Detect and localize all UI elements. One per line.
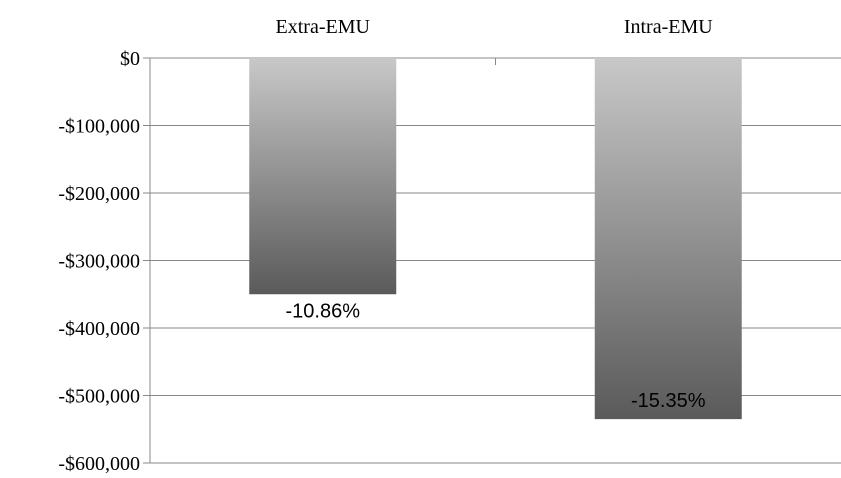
category-labels: Extra-EMU Intra-EMU <box>276 16 714 38</box>
y-tick-label: -$500,000 <box>58 386 140 408</box>
y-tick-label: -$600,000 <box>58 453 140 475</box>
data-label: -10.86% <box>286 300 361 322</box>
y-tick-label: -$100,000 <box>58 116 140 138</box>
y-tick-label: -$200,000 <box>58 183 140 205</box>
bar-extra-emu <box>249 58 397 295</box>
bars <box>249 58 742 420</box>
y-tick-label: -$400,000 <box>58 318 140 340</box>
y-tick-label: -$300,000 <box>58 251 140 273</box>
data-labels: -10.86% -15.35% <box>286 300 706 412</box>
bar-intra-emu <box>594 58 742 420</box>
y-tick-label: $0 <box>120 48 140 70</box>
data-label: -15.35% <box>631 390 706 412</box>
y-tick-labels: $0 -$100,000 -$200,000 -$300,000 -$400,000 -$… <box>58 48 140 475</box>
category-label: Intra-EMU <box>624 16 713 38</box>
category-label: Extra-EMU <box>276 16 371 38</box>
